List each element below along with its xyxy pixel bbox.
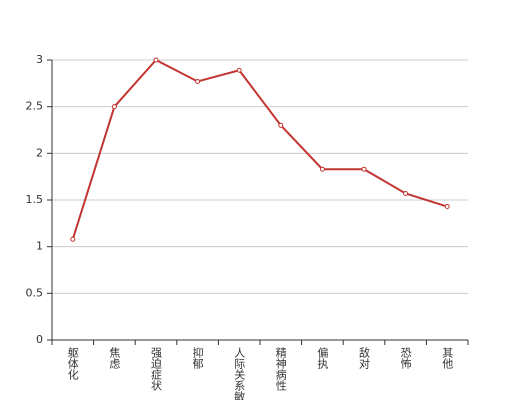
x-tick-label: 偏执 xyxy=(316,346,329,370)
y-tick-label: 1.5 xyxy=(26,193,44,206)
x-tick-label: 敌对 xyxy=(358,346,371,369)
point xyxy=(111,104,117,110)
y-tick-label: 3 xyxy=(36,53,43,66)
y-tick-label: 2.5 xyxy=(26,100,44,113)
point xyxy=(319,166,325,172)
point xyxy=(236,67,242,73)
y-tick-label: 1 xyxy=(36,240,43,253)
point xyxy=(153,57,159,63)
x-tick-label: 恐怖 xyxy=(399,347,412,369)
x-tick-label: 焦虑 xyxy=(108,347,121,369)
line xyxy=(71,58,448,240)
x-tick-label: 精神病性 xyxy=(274,347,287,392)
x-tick-label: 其他 xyxy=(441,347,454,369)
point xyxy=(444,204,450,210)
y-tick-label: 0.5 xyxy=(26,286,44,299)
y-tick-label: 2 xyxy=(36,146,43,159)
point xyxy=(403,190,409,196)
x-tick-label: 强迫症状 xyxy=(150,347,163,391)
y-tick-label: 0 xyxy=(36,333,43,346)
x-tick-label: 躯体化 xyxy=(66,347,79,381)
point xyxy=(278,122,284,128)
x-tick-label: 人际关系敏感 xyxy=(233,347,246,400)
point xyxy=(195,78,201,84)
point xyxy=(361,166,367,172)
x-tick-label: 抑郁 xyxy=(191,346,204,369)
point xyxy=(70,236,76,242)
